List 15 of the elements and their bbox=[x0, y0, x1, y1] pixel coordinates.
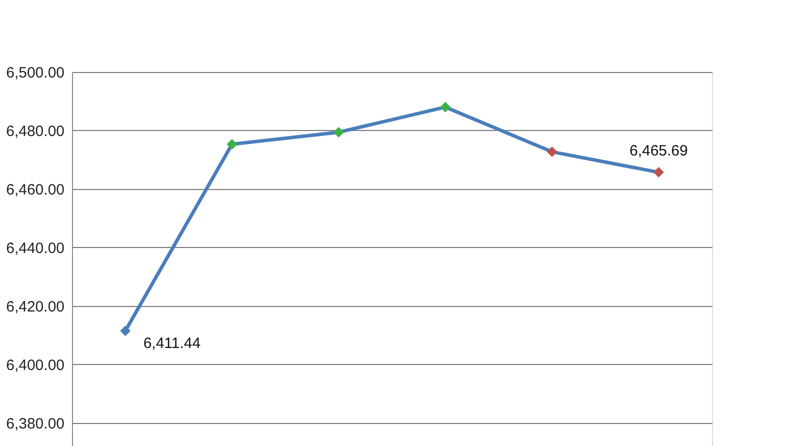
y-tick-label: 6,440.00 bbox=[6, 240, 64, 257]
y-tick-label: 6,480.00 bbox=[6, 122, 64, 140]
data-label: 6,465.69 bbox=[629, 142, 688, 160]
point bbox=[440, 102, 451, 112]
point bbox=[333, 126, 344, 138]
point bbox=[546, 146, 558, 158]
y-tick-label: 6,400.00 bbox=[6, 356, 64, 374]
point bbox=[120, 326, 131, 336]
y-tick-label: 6,380.00 bbox=[6, 415, 64, 432]
point bbox=[226, 138, 238, 150]
y-tick-label: 6,500.00 bbox=[6, 64, 64, 82]
point bbox=[653, 167, 664, 178]
y-tick-label: 6,460.00 bbox=[6, 181, 64, 198]
y-tick-label: 6,420.00 bbox=[6, 298, 64, 316]
data-label: 6,411.44 bbox=[143, 334, 201, 352]
